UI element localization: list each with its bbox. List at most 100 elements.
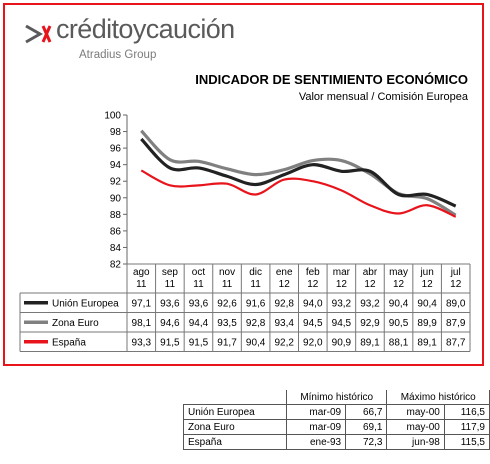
x-tick-label: oct — [192, 267, 206, 278]
x-tick-year: 12 — [364, 279, 376, 290]
data-label: 94,4 — [189, 318, 209, 329]
x-tick-year: 11 — [136, 279, 147, 290]
data-label: 89,9 — [417, 318, 437, 329]
legend-label: Unión Europea — [52, 298, 119, 309]
data-label: 98,1 — [132, 318, 152, 329]
x-tick-label: sep — [162, 267, 179, 278]
legend-label: Zona Euro — [52, 318, 99, 329]
data-label: 92,9 — [360, 318, 380, 329]
data-label: 91,5 — [189, 337, 209, 348]
data-label: 93,5 — [217, 318, 237, 329]
historic-max-date: may-00 — [386, 419, 445, 435]
x-tick-label: jul — [450, 267, 461, 278]
chart-title: INDICADOR DE SENTIMIENTO ECONÓMICO — [195, 72, 468, 87]
historic-max-value: 115,5 — [443, 434, 490, 450]
y-tick-label: 90 — [110, 193, 122, 204]
x-tick-year: 12 — [279, 279, 291, 290]
x-tick-year: 11 — [222, 279, 233, 290]
line-chart: 828486889092949698100ago11sep11oct11nov1… — [19, 111, 471, 352]
historic-table: Mínimo histórico Máximo histórico Unión … — [183, 390, 490, 450]
data-label: 94,5 — [332, 318, 352, 329]
brand-name: créditoycaución — [56, 14, 235, 44]
historic-header-min: Mínimo histórico — [285, 390, 388, 405]
historic-min-date: ene-93 — [285, 434, 347, 450]
data-label: 91,5 — [160, 337, 180, 348]
chart-frame — [3, 3, 484, 366]
data-label: 87,9 — [446, 318, 466, 329]
data-label: 92,8 — [274, 298, 294, 309]
data-label: 90,9 — [332, 337, 352, 348]
x-tick-year: 11 — [250, 279, 261, 290]
data-label: 93,4 — [274, 318, 294, 329]
historic-series-name: Unión Europea — [183, 404, 287, 420]
data-label: 92,8 — [246, 318, 266, 329]
data-label: 87,7 — [446, 337, 466, 348]
x-tick-year: 12 — [307, 279, 319, 290]
historic-series-name: España — [183, 434, 287, 450]
x-tick-label: nov — [219, 267, 235, 278]
historic-row: España ene-93 72,3 jun-98 115,5 — [183, 434, 490, 450]
historic-max-value: 117,9 — [443, 419, 490, 435]
data-label: 93,2 — [332, 298, 352, 309]
historic-series-name: Zona Euro — [183, 419, 287, 435]
historic-row: Unión Europea mar-09 66,7 may-00 116,5 — [183, 404, 490, 420]
data-label: 88,1 — [389, 337, 409, 348]
data-label: 94,0 — [303, 298, 323, 309]
data-label: 94,5 — [303, 318, 323, 329]
historic-min-date: mar-09 — [285, 404, 347, 420]
data-label: 90,4 — [417, 298, 437, 309]
x-tick-label: feb — [306, 267, 320, 278]
y-tick-label: 88 — [110, 210, 122, 221]
series-line-espana — [140, 169, 457, 218]
x-tick-label: may — [389, 267, 408, 278]
x-tick-label: ago — [133, 267, 150, 278]
x-tick-label: abr — [363, 267, 378, 278]
chevron-arrow-logo-icon — [25, 24, 52, 44]
x-tick-label: dic — [249, 267, 262, 278]
data-label: 93,2 — [360, 298, 380, 309]
data-label: 90,4 — [246, 337, 266, 348]
historic-min-value: 69,1 — [345, 419, 388, 435]
historic-header-row: Mínimo histórico Máximo histórico — [184, 390, 490, 405]
x-tick-year: 11 — [165, 279, 176, 290]
x-tick-year: 12 — [393, 279, 405, 290]
data-label: 90,5 — [389, 318, 409, 329]
data-label: 91,7 — [217, 337, 237, 348]
data-label: 89,1 — [360, 337, 380, 348]
data-label: 90,4 — [389, 298, 409, 309]
legend-label: España — [52, 337, 86, 348]
y-tick-label: 100 — [104, 111, 121, 122]
brand-tagline: Atradius Group — [79, 49, 157, 61]
brand-logo: créditoycaución Atradius Group — [24, 14, 284, 64]
historic-header-blank — [184, 390, 287, 405]
data-label: 92,0 — [303, 337, 323, 348]
data-label: 89,0 — [446, 298, 466, 309]
y-tick-label: 96 — [110, 144, 122, 155]
series-line-union-europea — [140, 137, 457, 208]
x-tick-year: 12 — [422, 279, 434, 290]
historic-min-value: 66,7 — [345, 404, 388, 420]
data-label: 89,1 — [417, 337, 437, 348]
y-tick-label: 86 — [110, 226, 122, 237]
x-tick-label: jun — [419, 267, 433, 278]
data-label: 92,6 — [217, 298, 237, 309]
data-label: 93,3 — [132, 337, 152, 348]
historic-min-date: mar-09 — [285, 419, 347, 435]
x-tick-year: 12 — [450, 279, 462, 290]
series-line-zona-euro — [140, 129, 457, 217]
data-label: 92,2 — [274, 337, 294, 348]
y-tick-label: 84 — [110, 243, 122, 254]
y-tick-label: 92 — [110, 177, 122, 188]
y-tick-label: 98 — [110, 127, 122, 138]
x-tick-year: 11 — [193, 279, 204, 290]
y-tick-label: 94 — [110, 160, 122, 171]
data-label: 93,6 — [189, 298, 209, 309]
x-tick-label: mar — [333, 267, 351, 278]
chart-subtitle: Valor mensual / Comisión Europea — [298, 91, 468, 103]
historic-row: Zona Euro mar-09 69,1 may-00 117,9 — [183, 419, 490, 435]
data-label: 94,6 — [160, 318, 180, 329]
historic-max-value: 116,5 — [443, 404, 490, 420]
x-tick-label: ene — [276, 267, 293, 278]
historic-min-value: 72,3 — [345, 434, 388, 450]
data-label: 93,6 — [160, 298, 180, 309]
